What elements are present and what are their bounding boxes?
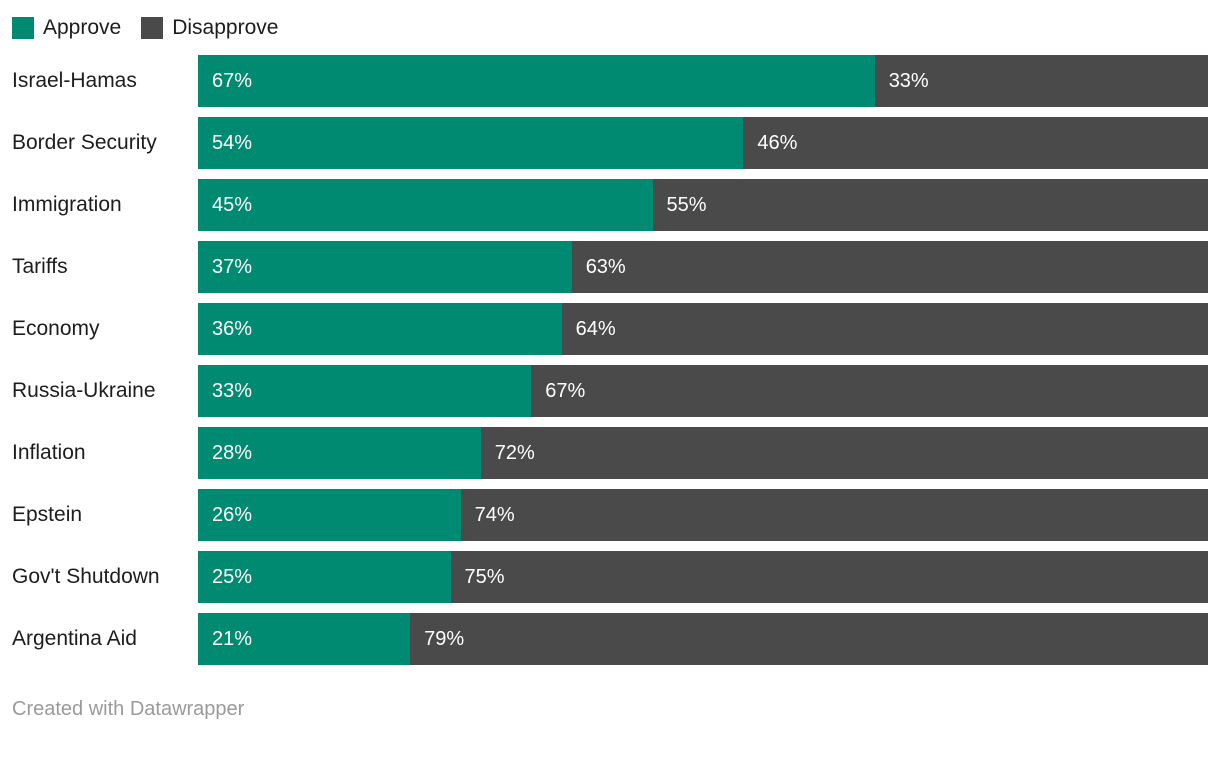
approve-value-label: 21% <box>212 627 253 650</box>
disapprove-value-label: 72% <box>494 441 535 464</box>
chart-row: Argentina Aid 21% 79% <box>0 613 1220 665</box>
approve-value-label: 45% <box>212 193 253 216</box>
disapprove-value-label: 67% <box>545 379 586 402</box>
disapprove-value-label: 63% <box>585 255 626 278</box>
bar-segment-disapprove: 79% <box>410 613 1208 665</box>
category-label: Tariffs <box>12 255 68 278</box>
category-label: Epstein <box>12 503 83 526</box>
approve-value-label: 37% <box>212 255 253 278</box>
bar-segment-disapprove: 33% <box>874 55 1208 107</box>
chart-row: Immigration 45% 55% <box>0 179 1220 231</box>
disapprove-value-label: 74% <box>474 503 515 526</box>
bar-track: 26% 74% <box>198 489 1208 541</box>
bar-segment-approve: 25% <box>198 551 451 603</box>
legend-swatch-disapprove <box>141 17 164 39</box>
approve-value-label: 67% <box>212 69 253 92</box>
disapprove-value-label: 46% <box>757 131 798 154</box>
approve-value-label: 54% <box>212 131 253 154</box>
disapprove-value-label: 55% <box>666 193 707 216</box>
bar-track: 25% 75% <box>198 551 1208 603</box>
approve-value-label: 25% <box>212 565 253 588</box>
category-label: Argentina Aid <box>12 627 137 650</box>
bar-segment-approve: 21% <box>198 613 411 665</box>
chart-row: Border Security 54% 46% <box>0 117 1220 169</box>
chart-row: Economy 36% 64% <box>0 303 1220 355</box>
disapprove-value-label: 75% <box>464 565 505 588</box>
bar-segment-approve: 54% <box>198 117 744 169</box>
legend-label: Approve <box>43 16 122 39</box>
bar-segment-disapprove: 75% <box>450 551 1208 603</box>
bar-segment-approve: 33% <box>198 365 532 417</box>
category-label: Border Security <box>12 131 157 154</box>
bar-track: 33% 67% <box>198 365 1208 417</box>
chart-row: Russia-Ukraine 33% 67% <box>0 365 1220 417</box>
chart-row: Inflation 28% 72% <box>0 427 1220 479</box>
approve-value-label: 33% <box>212 379 253 402</box>
category-label: Russia-Ukraine <box>12 379 156 402</box>
bar-segment-approve: 28% <box>198 427 481 479</box>
approve-value-label: 36% <box>212 317 253 340</box>
bar-segment-disapprove: 55% <box>652 179 1208 231</box>
bar-segment-disapprove: 67% <box>531 365 1208 417</box>
disapprove-value-label: 64% <box>575 317 616 340</box>
bar-segment-disapprove: 72% <box>480 427 1208 479</box>
category-label: Inflation <box>12 441 86 464</box>
bar-track: 45% 55% <box>198 179 1208 231</box>
chart-row: Israel-Hamas 67% 33% <box>0 55 1220 107</box>
category-label: Israel-Hamas <box>12 69 137 92</box>
bar-track: 67% 33% <box>198 55 1208 107</box>
legend-swatch-approve <box>12 17 34 39</box>
footer: Created with Datawrapper <box>0 698 1220 721</box>
bar-track: 21% 79% <box>198 613 1208 665</box>
chart-row: Tariffs 37% 63% <box>0 241 1220 293</box>
bar-track: 36% 64% <box>198 303 1208 355</box>
disapprove-value-label: 33% <box>888 69 929 92</box>
stacked-bar-chart: Israel-Hamas 67% 33% Border Security 54% 46% I… <box>0 55 1220 665</box>
category-label: Gov't Shutdown <box>12 565 160 588</box>
bar-segment-disapprove: 74% <box>460 489 1208 541</box>
legend-item-disapprove: Disapprove <box>141 17 278 39</box>
bar-segment-approve: 67% <box>198 55 875 107</box>
approve-value-label: 28% <box>212 441 253 464</box>
category-label: Economy <box>12 317 100 340</box>
bar-segment-disapprove: 64% <box>561 303 1208 355</box>
bar-track: 54% 46% <box>198 117 1208 169</box>
bar-segment-disapprove: 63% <box>571 241 1208 293</box>
legend: Approve Disapprove <box>0 0 1220 40</box>
legend-label: Disapprove <box>172 16 279 39</box>
datawrapper-credit: Created with Datawrapper <box>12 698 245 720</box>
legend-item-approve: Approve <box>12 17 121 39</box>
bar-segment-approve: 36% <box>198 303 562 355</box>
bar-segment-approve: 37% <box>198 241 572 293</box>
bar-segment-approve: 26% <box>198 489 461 541</box>
bar-segment-disapprove: 46% <box>743 117 1208 169</box>
bar-track: 37% 63% <box>198 241 1208 293</box>
chart-row: Gov't Shutdown 25% 75% <box>0 551 1220 603</box>
bar-track: 28% 72% <box>198 427 1208 479</box>
disapprove-value-label: 79% <box>424 627 465 650</box>
chart-row: Epstein 26% 74% <box>0 489 1220 541</box>
bar-segment-approve: 45% <box>198 179 653 231</box>
category-label: Immigration <box>12 193 122 216</box>
approve-value-label: 26% <box>212 503 253 526</box>
